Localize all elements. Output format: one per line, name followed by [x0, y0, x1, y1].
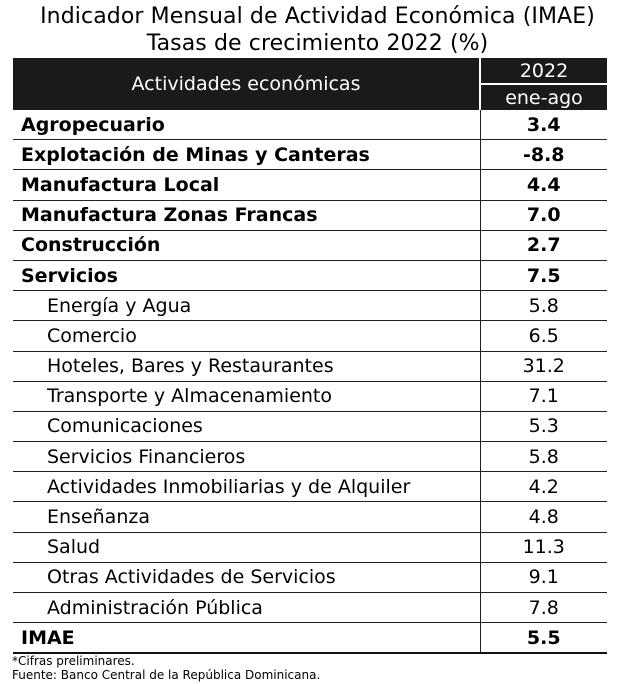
row-label: Actividades Inmobiliarias y de Alquiler — [13, 471, 481, 503]
row-label: Transporte y Almacenamiento — [13, 381, 481, 412]
table-row: Explotación de Minas y Canteras -8.8 — [13, 139, 607, 171]
table-row: Salud 11.3 — [13, 532, 607, 563]
table-header-row: Actividades económicas 2022 — [13, 58, 607, 110]
row-value: 7.1 — [480, 381, 607, 412]
row-label: Hoteles, Bares y Restaurantes — [13, 351, 481, 382]
table-row: Construcción 2.7 — [13, 230, 607, 261]
row-value: 7.8 — [480, 592, 607, 624]
row-value: 5.5 — [480, 622, 607, 655]
row-label: Servicios — [13, 260, 481, 292]
table-row: Comercio 6.5 — [13, 320, 607, 352]
row-label: Energía y Agua — [13, 290, 481, 322]
row-label: Agropecuario — [13, 110, 481, 141]
row-label: Otras Actividades de Servicios — [13, 562, 481, 594]
row-value: -8.8 — [480, 139, 607, 171]
table-row: Energía y Agua 5.8 — [13, 290, 607, 322]
table-row: Hoteles, Bares y Restaurantes 31.2 — [13, 351, 607, 382]
table-subheader-row: ene-ago — [13, 84, 607, 110]
row-label: IMAE — [13, 622, 481, 655]
table-row: Actividades Inmobiliarias y de Alquiler … — [13, 471, 607, 503]
table-row: Manufactura Local 4.4 — [13, 169, 607, 201]
row-value: 31.2 — [480, 351, 607, 382]
row-label: Servicios Financieros — [13, 441, 481, 473]
row-value: 11.3 — [480, 532, 607, 563]
row-label: Comunicaciones — [13, 411, 481, 443]
table-row: Servicios 7.5 — [13, 260, 607, 292]
row-value: 7.0 — [480, 200, 607, 231]
table-row: Administración Pública 7.8 — [13, 592, 607, 624]
row-value: 9.1 — [480, 562, 607, 594]
row-value: 7.5 — [480, 260, 607, 292]
header-year: 2022 — [480, 58, 607, 85]
row-label: Manufactura Local — [13, 169, 481, 201]
row-value: 6.5 — [480, 320, 607, 352]
row-value: 5.8 — [480, 290, 607, 322]
row-label: Explotación de Minas y Canteras — [13, 139, 481, 171]
table-row: Enseñanza 4.8 — [13, 501, 607, 533]
row-label: Construcción — [13, 230, 481, 261]
table-row: Transporte y Almacenamiento 7.1 — [13, 381, 607, 412]
footnote-preliminary: *Cifras preliminares. — [12, 654, 135, 668]
table-row: Servicios Financieros 5.8 — [13, 441, 607, 473]
page-subtitle: Tasas de crecimiento 2022 (%) — [146, 31, 489, 56]
row-label: Salud — [13, 532, 481, 563]
table-row: Otras Actividades de Servicios 9.1 — [13, 562, 607, 594]
row-value: 2.7 — [480, 230, 607, 261]
growth-rates-table: Actividades económicas 2022 ene-ago Agro… — [13, 58, 607, 655]
row-value: 4.4 — [480, 169, 607, 201]
table-row: Agropecuario 3.4 — [13, 110, 607, 141]
row-value: 4.2 — [480, 471, 607, 503]
header-period: ene-ago — [480, 84, 607, 110]
row-value: 3.4 — [480, 110, 607, 141]
row-label: Enseñanza — [13, 501, 481, 533]
table-row-total: IMAE 5.5 — [13, 622, 607, 655]
footnote-source: Fuente: Banco Central de la República Do… — [12, 668, 321, 682]
row-value: 4.8 — [480, 501, 607, 533]
row-value: 5.8 — [480, 441, 607, 473]
header-activities: Actividades económicas — [13, 58, 481, 110]
page-title: Indicador Mensual de Actividad Económica… — [40, 4, 595, 29]
row-label: Manufactura Zonas Francas — [13, 200, 481, 231]
row-label: Administración Pública — [13, 592, 481, 624]
row-label: Comercio — [13, 320, 481, 352]
table-row: Comunicaciones 5.3 — [13, 411, 607, 443]
row-value: 5.3 — [480, 411, 607, 443]
table-row: Manufactura Zonas Francas 7.0 — [13, 200, 607, 231]
